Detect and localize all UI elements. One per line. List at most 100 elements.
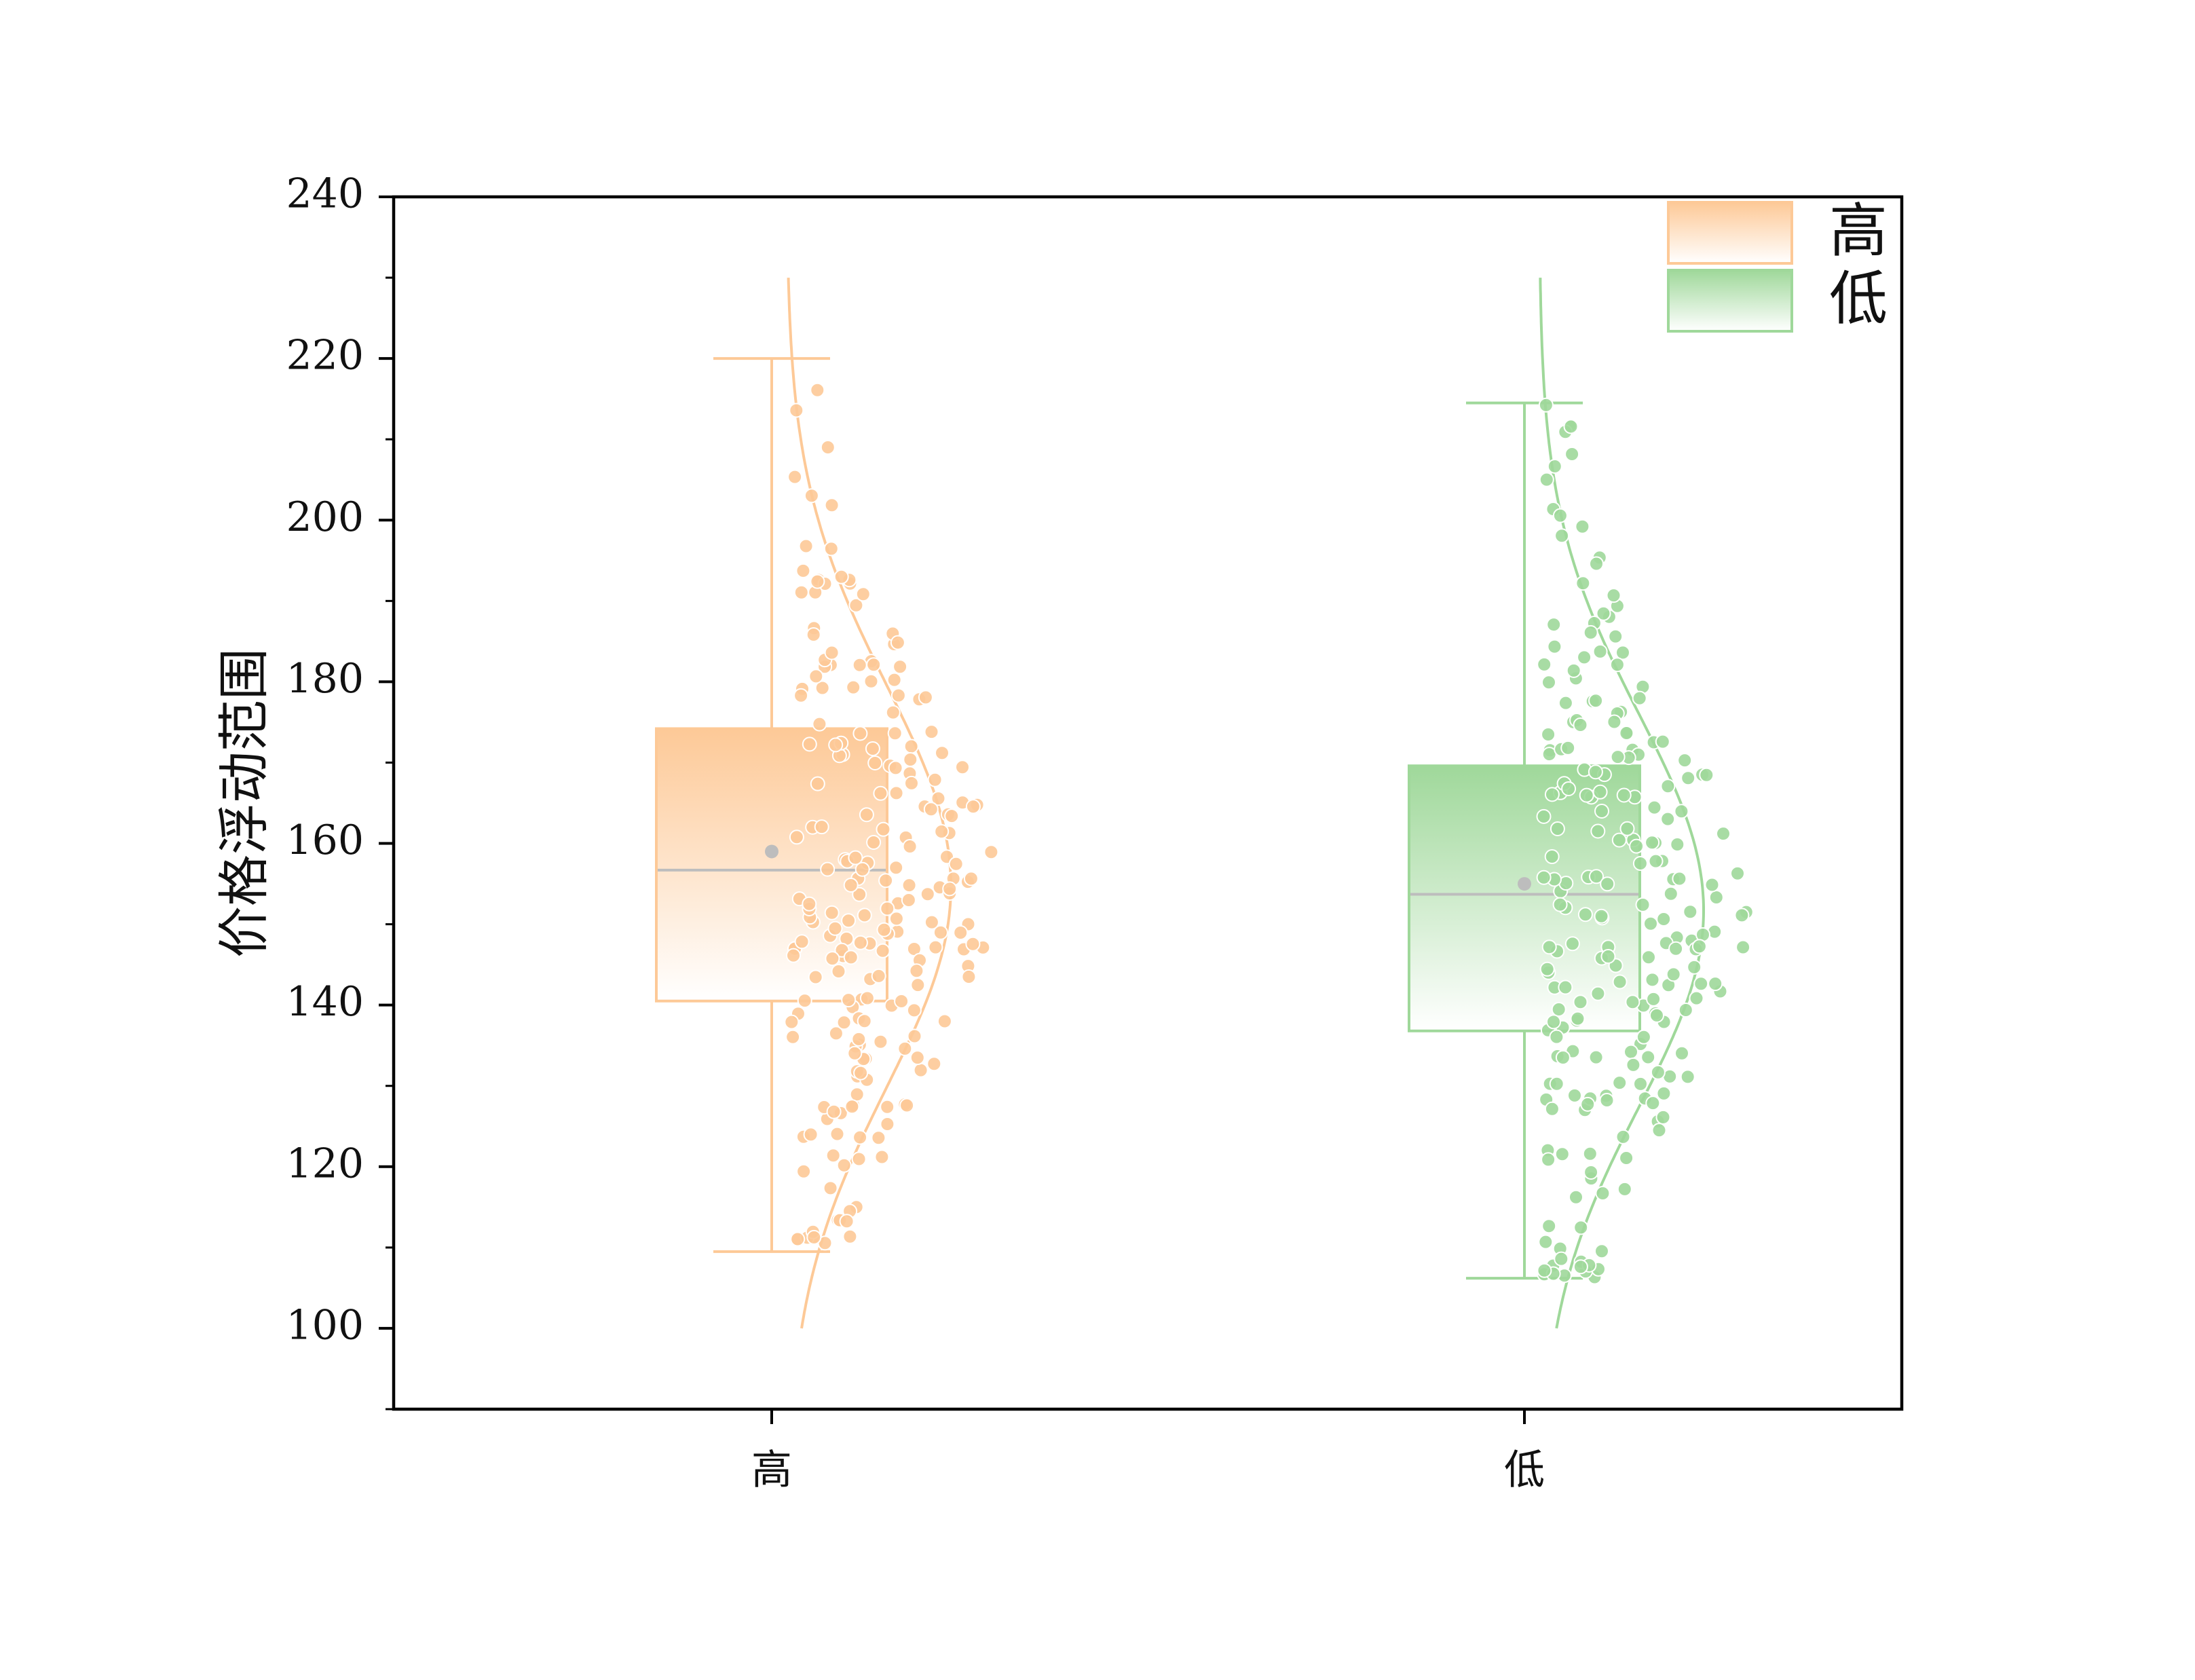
data-point [843,950,859,965]
data-point [1704,877,1720,893]
data-point [909,963,924,979]
data-point [961,969,977,984]
data-point [808,669,824,684]
data-point [1607,714,1622,730]
data-point [1541,675,1556,690]
data-point [1615,645,1630,660]
y-tick-label: 200 [286,493,364,541]
data-point [814,680,830,696]
data-point [857,908,872,923]
data-point [784,1014,800,1030]
data-point [886,672,902,688]
data-point [841,992,857,1008]
data-point [1674,804,1689,819]
data-point [1632,856,1648,871]
data-point [853,1065,869,1081]
data-point [1555,1050,1571,1065]
data-point [828,1026,844,1041]
data-point [1656,912,1672,927]
points-group [784,382,999,1251]
data-point [1677,753,1693,768]
data-point [1590,823,1606,839]
data-point [890,635,905,650]
data-point [1554,528,1570,544]
data-point [1592,643,1608,659]
data-point [1563,419,1579,434]
data-point [1687,959,1702,975]
data-point [1693,976,1709,992]
data-point [1625,994,1640,1010]
data-point [1594,1244,1609,1259]
data-point [1708,890,1724,905]
data-point [1541,1218,1557,1234]
data-point [1570,1011,1586,1026]
data-point [852,1130,868,1145]
data-point [1554,1251,1569,1267]
data-point [1649,1007,1664,1023]
data-point [1579,787,1594,803]
data-point [846,679,861,695]
data-point [1544,787,1560,802]
data-point [795,563,811,578]
y-tick-label: 100 [286,1301,364,1349]
data-point [794,934,810,950]
data-point [1609,657,1625,673]
data-point [893,659,908,675]
data-point [855,586,871,602]
data-point [1668,941,1684,956]
data-point [965,799,981,815]
data-point [904,775,919,791]
y-axis-title: 价格浮动范围 [214,648,274,958]
data-point [1541,939,1557,955]
data-point [810,574,825,589]
data-point [1683,904,1698,920]
data-point [901,878,917,893]
data-point [808,969,823,985]
data-point [1716,826,1731,842]
data-point [1588,1049,1604,1065]
data-point [888,911,904,927]
data-point [926,1056,942,1072]
legend-label: 高 [1829,197,1888,265]
data-point [1640,1049,1656,1065]
data-point [902,839,918,854]
data-point [873,785,888,801]
data-point [935,745,950,761]
data-point [844,1099,860,1115]
data-point [1610,749,1626,765]
data-point [806,1229,822,1245]
data-point [848,597,864,613]
data-point [1663,886,1678,901]
data-point [880,901,895,916]
data-point [924,724,939,740]
data-point [1608,629,1624,644]
data-point [1554,1146,1570,1162]
data-point [1573,717,1588,732]
data-point [865,741,880,756]
data-point [1539,961,1555,977]
data-point [1680,1069,1695,1085]
data-point [802,736,817,752]
data-point [948,856,964,872]
data-point [885,705,901,720]
data-point [1537,656,1552,672]
data-point [1538,1234,1554,1250]
data-point [820,861,836,877]
y-tick-label: 240 [286,170,364,218]
data-point [787,469,803,485]
data-point [1615,1129,1631,1144]
data-point [848,850,863,865]
data-point [907,1028,922,1044]
data-point [1594,804,1609,819]
data-point [965,936,981,952]
data-point [859,807,874,823]
data-point [1589,556,1604,572]
data-point [944,808,960,824]
data-point [1566,662,1581,678]
data-point [927,772,943,787]
data-point [810,382,825,398]
data-point [785,1029,801,1045]
data-point [831,964,846,979]
data-point [1651,1123,1667,1138]
data-point [888,860,904,876]
